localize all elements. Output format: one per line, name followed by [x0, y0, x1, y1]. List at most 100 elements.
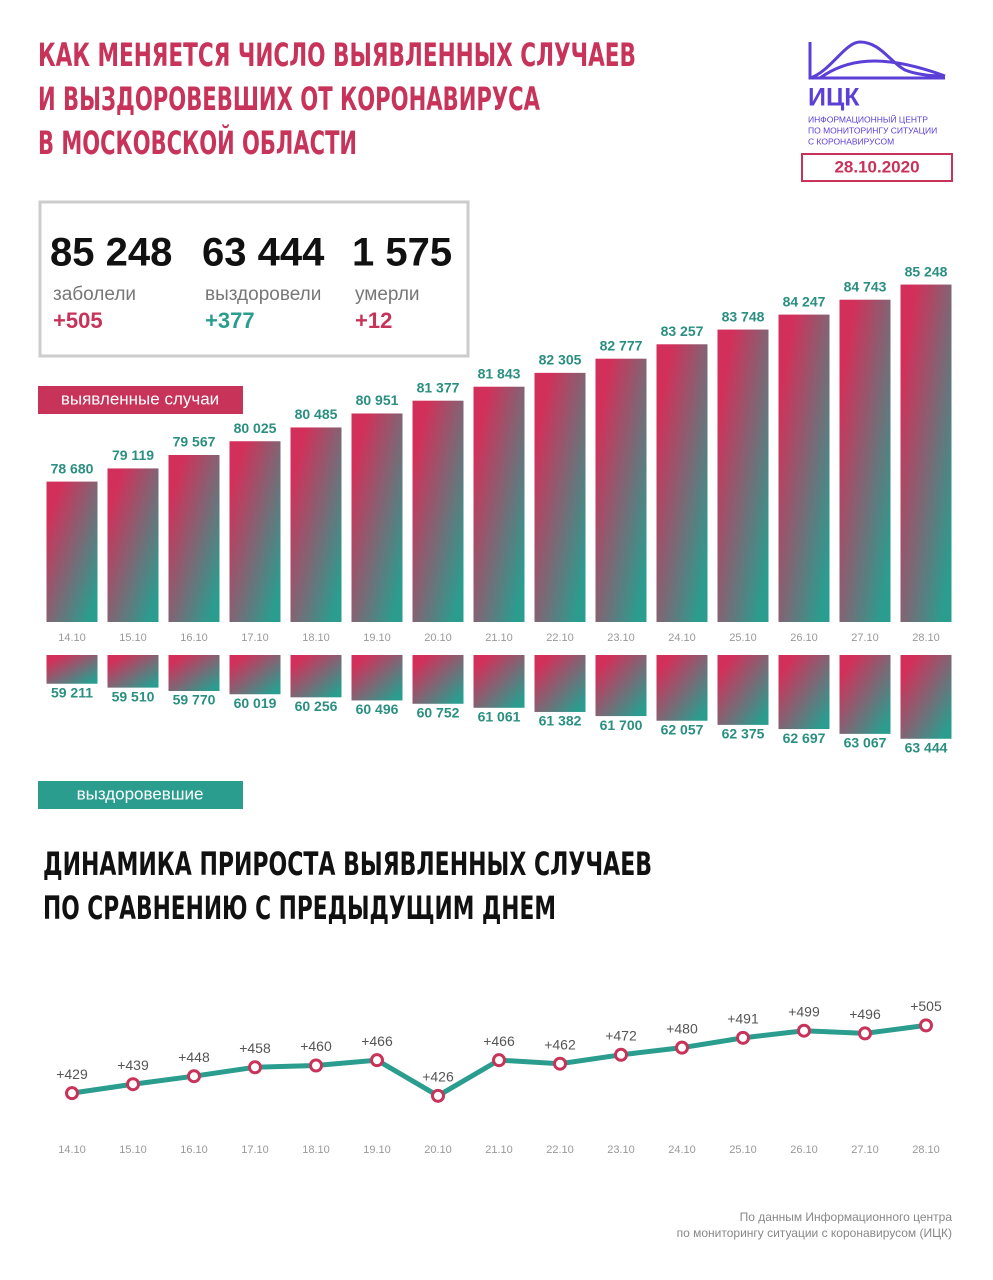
value-label: 82 305	[539, 352, 582, 368]
value-label: 62 697	[783, 730, 826, 746]
value-label: 81 843	[478, 365, 521, 381]
x-tick-label: 18.10	[302, 632, 330, 644]
value-label: 79 567	[173, 434, 216, 450]
x-tick-label: 22.10	[546, 1144, 574, 1156]
bar	[168, 655, 220, 692]
value-label: 83 257	[661, 323, 704, 339]
x-tick-label: 24.10	[668, 632, 696, 644]
stat-label: заболели	[53, 284, 136, 305]
value-label: +496	[849, 1006, 881, 1022]
bar	[351, 413, 403, 622]
value-label: 60 496	[356, 701, 399, 717]
stat-delta: +12	[355, 308, 392, 333]
title-line: В МОСКОВСКОЙ ОБЛАСТИ	[38, 124, 357, 162]
marker	[370, 1053, 384, 1068]
value-label: +462	[544, 1036, 576, 1052]
x-tick-label: 27.10	[851, 632, 879, 644]
bar	[412, 655, 464, 704]
x-tick-label: 18.10	[302, 1144, 330, 1156]
bar	[900, 655, 952, 739]
x-tick-label: 24.10	[668, 1144, 696, 1156]
value-label: 59 211	[51, 684, 93, 700]
marker	[553, 1056, 567, 1071]
bar	[351, 655, 403, 701]
x-tick-label: 19.10	[363, 632, 391, 644]
legend-label: выздоровевшие	[77, 784, 204, 803]
stat-delta: +505	[53, 308, 103, 333]
value-label: +429	[56, 1066, 88, 1082]
legend-label: выявленные случаи	[61, 389, 219, 408]
x-tick-label: 26.10	[790, 632, 818, 644]
x-tick-label: 16.10	[180, 632, 208, 644]
footer-line: По данным Информационного центра	[740, 1210, 953, 1224]
bar	[900, 284, 952, 622]
value-label: 84 743	[844, 278, 887, 294]
value-label: 60 256	[295, 698, 338, 714]
bar	[46, 655, 98, 684]
value-label: 80 485	[295, 406, 338, 422]
x-tick-label: 15.10	[119, 1144, 147, 1156]
x-tick-label: 21.10	[485, 1144, 513, 1156]
x-tick-label: 28.10	[912, 1144, 940, 1156]
marker	[919, 1018, 933, 1033]
bar	[168, 454, 220, 622]
x-tick-label: 23.10	[607, 632, 635, 644]
x-tick-label: 14.10	[58, 632, 86, 644]
bar	[656, 344, 708, 622]
x-tick-label: 23.10	[607, 1144, 635, 1156]
value-label: +448	[178, 1049, 210, 1065]
stat-value: 63 444	[202, 231, 325, 275]
marker	[675, 1040, 689, 1055]
x-tick-label: 17.10	[241, 1144, 269, 1156]
stats-box	[38, 200, 470, 358]
x-tick-label: 15.10	[119, 632, 147, 644]
x-tick-label: 20.10	[424, 632, 452, 644]
bar	[46, 481, 98, 622]
x-tick-label: 19.10	[363, 1144, 391, 1156]
bar	[595, 655, 647, 717]
bar	[717, 655, 769, 725]
value-label: +426	[422, 1069, 454, 1085]
logo-subtitle: ИНФОРМАЦИОННЫЙ ЦЕНТР	[808, 113, 928, 124]
bar	[656, 655, 708, 721]
value-label: +472	[605, 1028, 637, 1044]
value-label: 81 377	[417, 379, 460, 395]
marker	[614, 1047, 628, 1062]
x-tick-label: 16.10	[180, 1144, 208, 1156]
marker	[492, 1053, 506, 1068]
stat-label: выздоровели	[205, 284, 321, 305]
value-label: +505	[910, 998, 942, 1014]
x-tick-label: 28.10	[912, 632, 940, 644]
bar	[107, 468, 159, 622]
stat-label: умерли	[355, 284, 420, 305]
x-tick-label: 27.10	[851, 1144, 879, 1156]
marker	[736, 1030, 750, 1045]
value-label: 61 061	[478, 708, 521, 724]
value-label: 84 247	[783, 293, 826, 309]
value-label: 82 777	[600, 337, 643, 353]
bar	[229, 655, 281, 695]
logo-mark	[808, 40, 946, 80]
value-label: 80 025	[234, 420, 277, 436]
value-label: 78 680	[51, 460, 94, 476]
value-label: 85 248	[905, 263, 948, 279]
value-label: 61 382	[539, 713, 582, 729]
value-label: 60 752	[417, 704, 460, 720]
chart-title: ПО СРАВНЕНИЮ С ПРЕДЫДУЩИМ ДНЕМ	[43, 889, 556, 927]
marker	[187, 1069, 201, 1084]
x-tick-label: 14.10	[58, 1144, 86, 1156]
bar	[473, 655, 525, 708]
footer-line: по мониторингу ситуации с коронавирусом …	[677, 1226, 952, 1240]
value-label: +491	[727, 1011, 759, 1027]
x-tick-label: 22.10	[546, 632, 574, 644]
marker	[431, 1088, 445, 1103]
marker	[248, 1060, 262, 1075]
value-label: +466	[483, 1033, 515, 1049]
logo-subtitle: ПО МОНИТОРИНГУ СИТУАЦИИ	[808, 125, 937, 135]
legend-tag	[38, 386, 243, 414]
bar	[534, 655, 586, 712]
bar	[717, 329, 769, 622]
x-tick-label: 17.10	[241, 632, 269, 644]
x-tick-label: 26.10	[790, 1144, 818, 1156]
